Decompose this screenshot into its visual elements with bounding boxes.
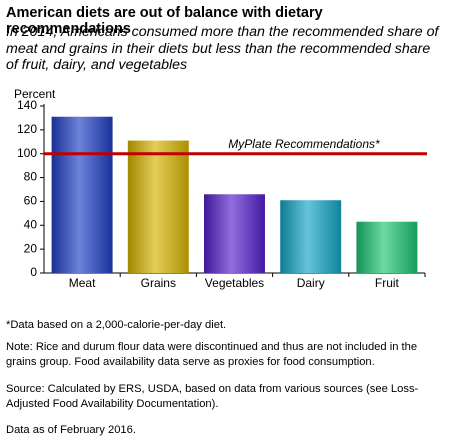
x-tick-label: Meat (69, 276, 96, 290)
y-tick-label: 40 (24, 217, 38, 231)
footnote: *Data based on a 2,000-calorie-per-day d… (6, 319, 227, 331)
x-tick-label: Fruit (375, 276, 400, 290)
x-tick-label: Dairy (297, 276, 325, 290)
chart-title: American diets are out of balance with d… (6, 5, 323, 37)
reference-label: MyPlate Recommendations* (228, 137, 380, 151)
y-tick-label: 80 (24, 170, 38, 184)
data-date: Data as of February 2016. (6, 424, 136, 436)
bar (204, 194, 265, 273)
y-axis-label: Percent (14, 87, 56, 101)
x-tick-label: Grains (141, 276, 176, 290)
y-tick-label: 60 (24, 194, 38, 208)
y-tick-label: 140 (17, 98, 37, 112)
y-tick-label: 120 (17, 122, 37, 136)
bar (51, 116, 113, 273)
bar (127, 140, 189, 273)
y-tick-label: 20 (24, 241, 38, 255)
note: Note: Rice and durum flour data were dis… (6, 341, 418, 368)
y-tick-label: 0 (30, 265, 37, 279)
source: Source: Calculated by ERS, USDA, based o… (6, 383, 419, 410)
bar (356, 221, 418, 273)
chart: Percent 0 20 40 60 80 100 120 140 Meat Grains Vege… (14, 87, 427, 290)
bar (280, 200, 342, 273)
y-tick-label: 100 (17, 146, 37, 160)
chart-subtitle: In 2014, Americans consumed more than th… (6, 24, 439, 73)
x-tick-label: Vegetables (205, 276, 264, 290)
